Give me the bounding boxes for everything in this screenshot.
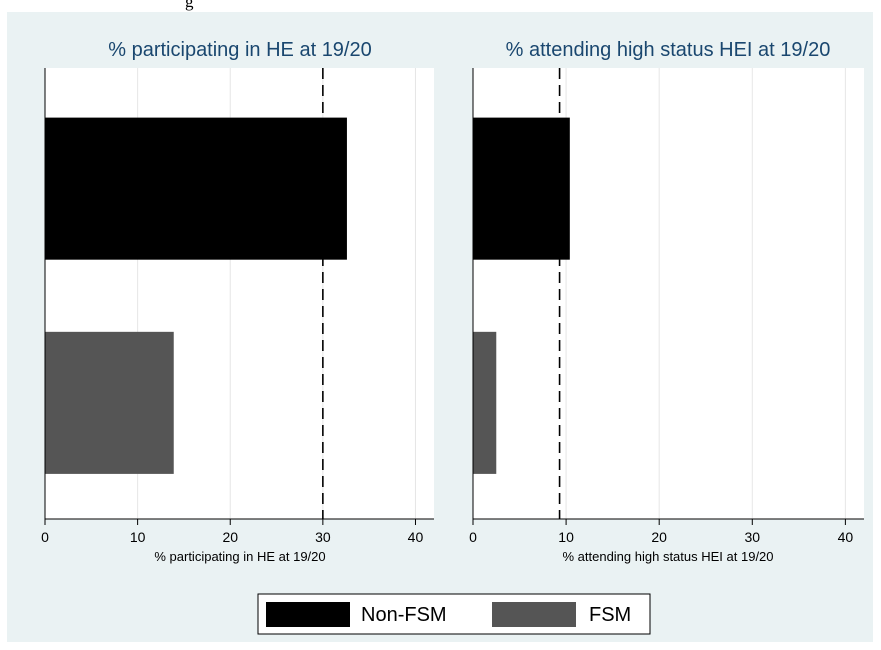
cropped-caption-text: g	[185, 0, 194, 11]
legend-swatch-non-fsm	[266, 602, 350, 627]
chart-title: % participating in HE at 19/20	[108, 39, 372, 61]
legend-label: Non-FSM	[361, 604, 447, 626]
x-tick-label: 30	[315, 529, 331, 545]
bar-non-fsm	[45, 117, 347, 260]
x-tick-label: 0	[469, 529, 477, 545]
bar-fsm	[45, 331, 174, 474]
chart-panel-high-status: % attending high status HEI at 19/20 0 10 2…	[469, 39, 864, 564]
bar-fsm	[473, 331, 497, 474]
x-tick-label: 40	[838, 529, 854, 545]
chart-legend: Non-FSM FSM	[257, 593, 651, 635]
x-tick-label: 30	[744, 529, 760, 545]
x-tick-label: 10	[558, 529, 574, 545]
x-tick-label: 20	[651, 529, 667, 545]
legend-swatch-fsm	[492, 602, 576, 627]
x-axis-label: % participating in HE at 19/20	[154, 549, 325, 564]
chart-title: % attending high status HEI at 19/20	[506, 39, 831, 61]
chart-panel-participation: % participating in HE at 19/20 0 10 20 30 40%…	[41, 39, 434, 564]
x-axis-label: % attending high status HEI at 19/20	[562, 549, 773, 564]
bar-non-fsm	[473, 117, 570, 260]
legend-label: FSM	[589, 604, 631, 626]
x-tick-label: 10	[130, 529, 146, 545]
x-tick-label: 40	[408, 529, 424, 545]
x-tick-label: 0	[41, 529, 49, 545]
x-tick-label: 20	[222, 529, 238, 545]
